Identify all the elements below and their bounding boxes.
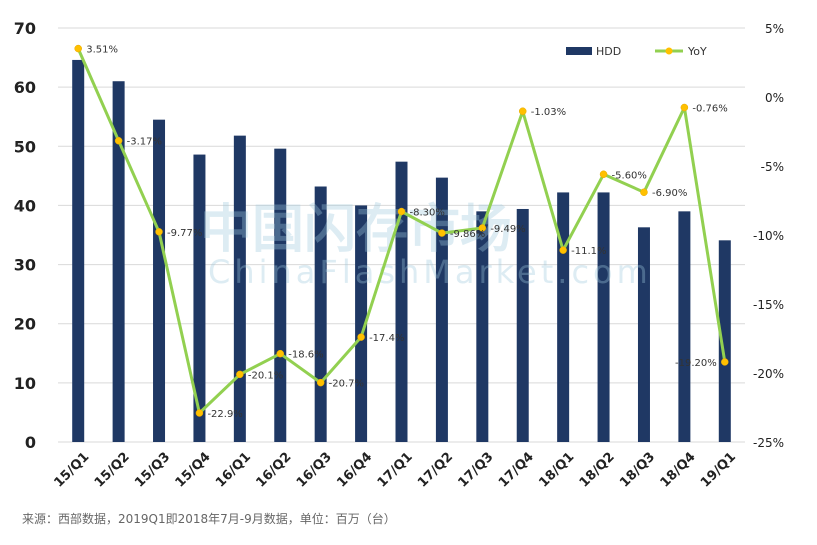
y-tick-label: 30 [14, 256, 36, 275]
hdd-bars [72, 59, 731, 443]
yoy-data-label: -11.1% [571, 246, 606, 257]
y2-tick-label: 0% [765, 91, 784, 105]
yoy-data-label: -9.49% [490, 224, 525, 235]
x-tick-label: 17/Q1 [375, 450, 416, 491]
x-tick-label: 15/Q3 [132, 450, 173, 491]
yoy-data-label: -3.17% [127, 137, 162, 148]
x-tick-label: 15/Q2 [92, 450, 133, 491]
left-axis: 0 10 20 30 40 50 60 70 [14, 19, 36, 452]
y2-tick-label: -20% [753, 367, 784, 381]
bar [112, 81, 125, 442]
y2-tick-label: -10% [753, 229, 784, 243]
x-tick-label: 15/Q1 [51, 450, 92, 491]
legend-label-yoy: YoY [687, 45, 707, 58]
x-tick-label: 16/Q3 [294, 450, 335, 491]
yoy-point [478, 224, 487, 232]
yoy-point [114, 136, 123, 145]
yoy-point [155, 228, 163, 236]
yoy-data-labels: 3.51% -3.17% -9.77% -22.9% -20.1% -18.6% -20.7… [86, 45, 728, 420]
bar [435, 177, 448, 443]
yoy-data-label: -0.76% [692, 103, 727, 114]
y-tick-label: 20 [14, 315, 36, 334]
bar [395, 161, 408, 443]
bar [516, 208, 529, 442]
bar [678, 211, 691, 442]
legend-swatch-hdd [566, 47, 592, 55]
bar [72, 59, 85, 443]
x-axis: 15/Q1 15/Q2 15/Q3 15/Q4 16/Q1 16/Q2 16/Q3 16/Q4… [51, 450, 739, 491]
yoy-data-label: 3.51% [86, 45, 118, 56]
bar [233, 135, 246, 442]
legend: HDD YoY [566, 45, 707, 58]
watermark-en: ChinaFlashMarket.com [208, 253, 652, 291]
bar [193, 154, 206, 442]
yoy-point [195, 409, 204, 417]
yoy-data-label: -9.77% [167, 228, 202, 239]
yoy-point [236, 370, 244, 379]
yoy-data-label: -6.90% [652, 188, 687, 199]
x-tick-label: 16/Q1 [213, 450, 254, 491]
yoy-data-label: -17.4% [369, 333, 404, 344]
y2-tick-label: 5% [765, 22, 784, 36]
y-tick-label: 10 [14, 374, 36, 393]
yoy-point [74, 44, 82, 53]
yoy-point [721, 358, 729, 366]
right-axis: -25% -20% -15% -10% -5% 0% 5% [753, 22, 784, 450]
y2-tick-label: -15% [753, 298, 784, 312]
bar [597, 192, 610, 442]
yoy-point [559, 246, 567, 254]
bar [557, 192, 570, 442]
yoy-point [357, 333, 365, 341]
yoy-data-label: -20.1% [248, 370, 283, 381]
yoy-data-label: -5.60% [612, 170, 647, 181]
yoy-point [438, 229, 446, 237]
y-tick-label: 0 [25, 433, 36, 452]
y2-tick-label: -25% [753, 436, 784, 450]
yoy-point [680, 103, 689, 112]
bar [476, 211, 489, 442]
x-tick-label: 18/Q2 [577, 450, 618, 491]
x-tick-label: 18/Q1 [536, 450, 577, 491]
yoy-point [518, 107, 527, 115]
source-note: 来源：西部数据，2019Q1即2018年7月-9月数据，单位：百万（台） [22, 512, 396, 526]
yoy-point [276, 349, 285, 358]
yoy-data-label: -8.30% [410, 208, 445, 219]
bar [718, 240, 731, 442]
yoy-data-label: -18.6% [288, 350, 323, 361]
x-tick-label: 17/Q4 [496, 450, 537, 491]
x-tick-label: 18/Q3 [617, 450, 658, 491]
yoy-point [397, 207, 406, 216]
yoy-point [316, 378, 325, 387]
yoy-point [640, 188, 648, 196]
x-tick-label: 16/Q4 [334, 450, 375, 491]
legend-marker-yoy [665, 47, 673, 55]
legend-label-hdd: HDD [596, 45, 621, 58]
bar [274, 148, 287, 442]
y-tick-label: 60 [14, 78, 36, 97]
yoy-point [599, 170, 608, 179]
y-tick-label: 40 [14, 196, 36, 215]
yoy-line [74, 44, 729, 417]
y-tick-label: 50 [14, 137, 36, 156]
y-tick-label: 70 [14, 19, 36, 38]
x-tick-label: 18/Q4 [658, 450, 699, 491]
yoy-data-label: -1.03% [531, 107, 566, 118]
x-tick-label: 19/Q1 [698, 450, 739, 491]
bar [355, 205, 368, 442]
bar [637, 227, 650, 442]
x-tick-label: 17/Q3 [456, 450, 497, 491]
x-tick-label: 17/Q2 [415, 450, 456, 491]
yoy-data-label: -9.86% [450, 229, 485, 240]
bar [153, 119, 166, 443]
y2-tick-label: -5% [761, 160, 784, 174]
yoy-data-label: -22.9% [207, 409, 242, 420]
x-tick-label: 16/Q2 [253, 450, 294, 491]
yoy-data-label: -19.20% [675, 358, 717, 369]
yoy-data-label: -20.7% [329, 379, 364, 390]
x-tick-label: 15/Q4 [173, 450, 214, 491]
